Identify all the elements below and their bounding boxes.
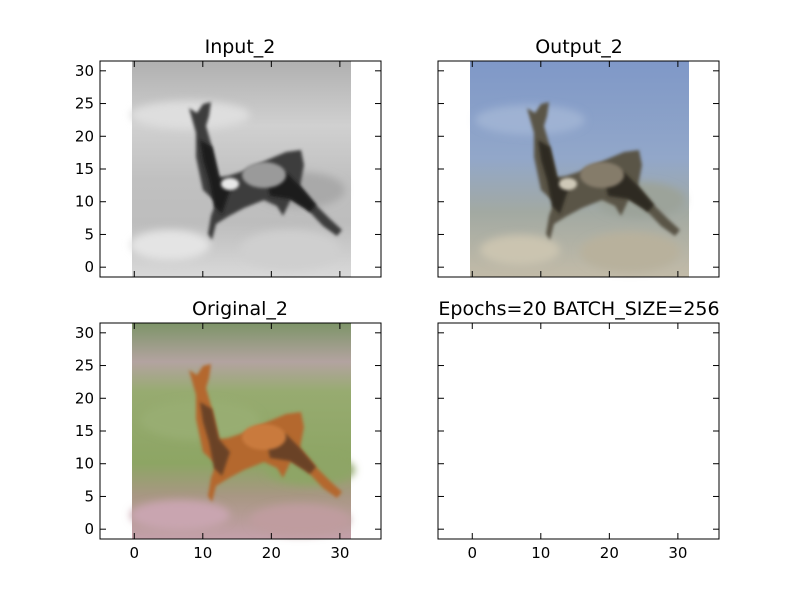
x-tick-label: 30 bbox=[668, 544, 687, 562]
x-tick-label: 0 bbox=[129, 544, 139, 562]
y-tick-label: 30 bbox=[75, 324, 94, 342]
y-tick-label: 5 bbox=[84, 225, 94, 243]
y-tick-label: 0 bbox=[84, 258, 94, 276]
tick-marks bbox=[100, 61, 381, 277]
subplot-title: Output_2 bbox=[535, 36, 623, 58]
y-axis: 0 5 10 15 20 25 30 bbox=[75, 62, 94, 276]
image-grayscale bbox=[130, 61, 351, 277]
y-tick-label: 15 bbox=[75, 160, 94, 178]
axes-frame bbox=[437, 322, 720, 540]
x-tick-label: 30 bbox=[330, 544, 349, 562]
x-axis: 0 10 20 30 bbox=[129, 544, 349, 562]
y-tick-label: 5 bbox=[84, 487, 94, 505]
subplot-title: Epochs=20 BATCH_SIZE=256 bbox=[438, 298, 719, 320]
subplot-title: Input_2 bbox=[205, 36, 276, 58]
image-colorized bbox=[470, 61, 689, 277]
y-axis: 0 5 10 15 20 25 30 bbox=[75, 324, 94, 538]
x-axis: 0 10 20 30 bbox=[467, 544, 687, 562]
tick-marks bbox=[438, 323, 719, 539]
x-tick-label: 10 bbox=[531, 544, 550, 562]
image-color bbox=[130, 323, 355, 539]
y-tick-label: 20 bbox=[75, 389, 94, 407]
subplot-output: Output_2 bbox=[437, 36, 720, 278]
x-tick-label: 10 bbox=[193, 544, 212, 562]
x-tick-label: 20 bbox=[600, 544, 619, 562]
y-tick-label: 25 bbox=[75, 357, 94, 375]
y-tick-label: 20 bbox=[75, 127, 94, 145]
subplot-original: Original_2 0 10 20 30 0 5 10 15 20 25 30 bbox=[75, 298, 382, 562]
y-tick-label: 10 bbox=[75, 193, 94, 211]
tick-marks bbox=[100, 323, 381, 539]
y-tick-label: 0 bbox=[84, 520, 94, 538]
y-tick-label: 15 bbox=[75, 422, 94, 440]
subplot-empty: Epochs=20 BATCH_SIZE=256 0 10 20 30 bbox=[437, 298, 720, 562]
y-tick-label: 10 bbox=[75, 455, 94, 473]
tick-marks bbox=[438, 61, 719, 277]
y-tick-label: 25 bbox=[75, 95, 94, 113]
x-tick-label: 20 bbox=[262, 544, 281, 562]
subplot-input: Input_2 0 5 10 15 20 25 30 bbox=[75, 36, 382, 278]
subplot-title: Original_2 bbox=[192, 298, 288, 320]
x-tick-label: 0 bbox=[467, 544, 477, 562]
y-tick-label: 30 bbox=[75, 62, 94, 80]
